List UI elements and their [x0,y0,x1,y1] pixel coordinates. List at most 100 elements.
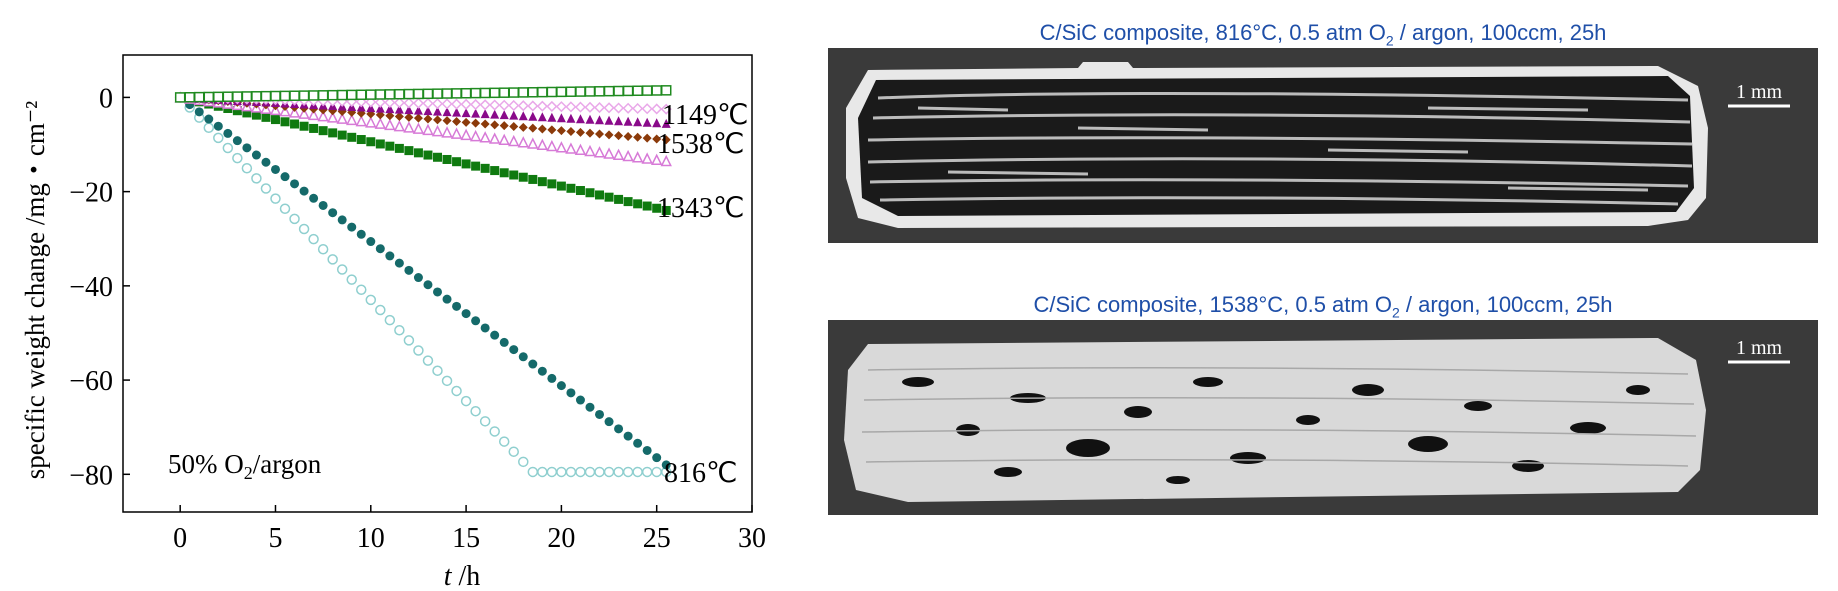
data-point [574,143,587,156]
data-point [242,143,252,153]
panel-title: C/SiC composite, 816°C, 0.5 atm O2 / arg… [1039,20,1607,49]
data-point [375,244,385,254]
data-point [423,280,433,290]
curve-label-1538: 1538℃ [657,129,744,160]
series-1 [175,92,671,470]
data-point [423,106,433,116]
data-point [384,89,396,100]
data-point [661,118,671,128]
data-point [385,104,395,114]
data-point [652,134,662,144]
data-point [307,108,320,121]
data-point [518,122,528,132]
data-point [288,106,301,118]
data-point [652,203,662,213]
data-point [556,126,566,136]
data-point [326,111,339,123]
data-point [441,375,453,387]
data-point [490,109,500,119]
y-tick-label: −40 [69,272,113,303]
data-point [595,409,605,419]
data-point [537,86,548,98]
data-point [422,355,434,366]
data-point [328,128,338,138]
data-point [489,99,501,111]
data-point [471,316,481,326]
data-point [490,166,500,176]
data-point [375,103,385,113]
data-point [575,395,585,405]
data-point [508,134,520,147]
x-tick-label: 30 [738,523,766,554]
data-point [527,100,539,112]
data-point [661,205,671,215]
data-point [413,113,423,123]
data-point [509,170,519,180]
data-point [575,466,586,478]
data-point [422,88,434,100]
data-point [584,101,596,113]
data-point [565,101,577,113]
data-point [432,365,443,376]
data-point [518,87,529,98]
data-point [355,114,367,127]
data-point [509,110,519,120]
data-point [471,161,481,171]
data-point [279,203,291,215]
data-point [384,314,396,326]
data-point [575,86,586,97]
data-point [614,194,624,204]
data-point [509,345,519,355]
data-point [460,98,472,110]
x-tick-label: 20 [547,523,575,554]
data-point [642,133,652,143]
data-point [232,152,243,164]
x-tick-label: 15 [452,523,480,554]
data-point [518,456,529,468]
data-point [270,90,281,102]
data-point [251,91,262,102]
data-point [308,90,319,101]
data-point [574,101,587,113]
data-point [547,112,557,122]
data-point [479,131,491,143]
data-point [260,90,272,102]
data-point [346,89,357,101]
data-point [614,424,624,434]
data-point [241,91,253,102]
data-point [299,186,309,196]
data-point [433,152,442,162]
data-point [517,100,529,112]
data-point [566,183,576,193]
data-point [356,229,366,239]
data-point [527,137,539,149]
data-point [603,147,615,159]
data-point [346,274,357,285]
data-point [470,99,482,111]
scale-bar-label: 1 mm [1736,81,1783,103]
data-point [433,106,442,116]
data-point [528,111,538,121]
data-point [556,466,567,478]
data-point [336,112,348,124]
data-point [603,85,615,97]
data-point [489,426,500,437]
data-point [289,90,300,101]
data-point [365,294,377,306]
data-point [584,144,596,157]
data-point [528,123,538,133]
data-point [394,112,404,122]
y-tick-label: −60 [69,366,113,397]
data-point [471,108,481,118]
data-point [433,115,442,125]
data-point [393,119,406,132]
annotation-atmosphere: 50% O2/argon [168,449,322,483]
data-point [660,85,672,96]
data-point [508,87,519,98]
data-point [374,117,387,129]
data-point [279,90,291,102]
data-point [480,119,490,129]
data-point [251,150,261,160]
data-point [642,117,652,127]
data-point [413,273,423,283]
